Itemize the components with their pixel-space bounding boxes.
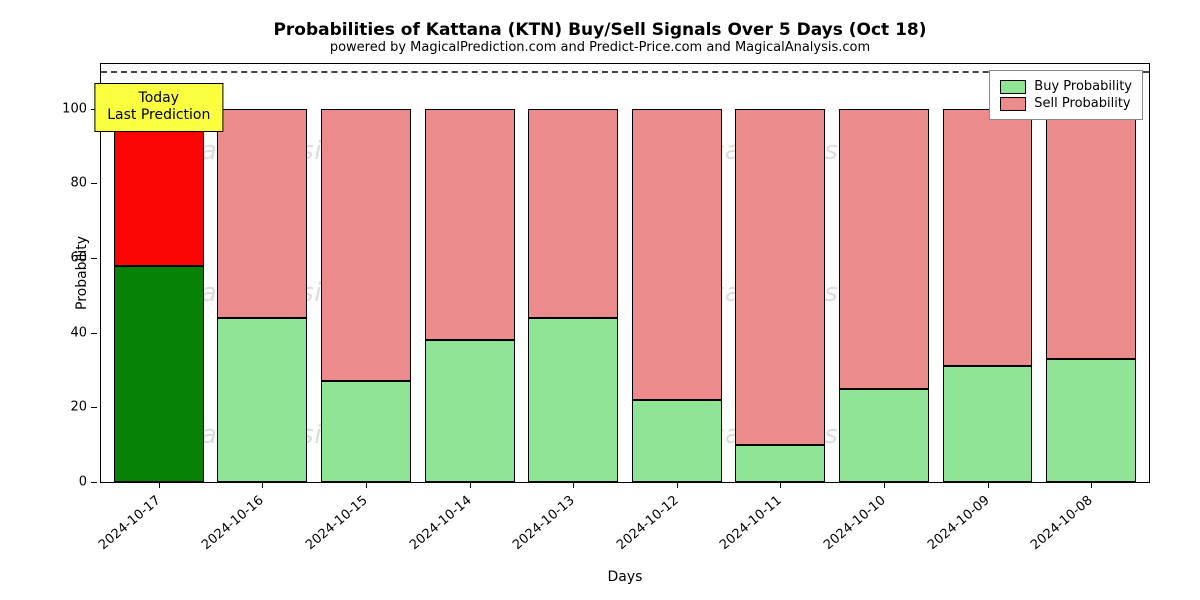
- sell-bar: [217, 109, 307, 318]
- x-tick-label: 2024-10-17: [96, 493, 164, 553]
- bar-slot: [215, 64, 311, 482]
- today-line1: Today: [107, 90, 210, 108]
- bar-slot: [733, 64, 829, 482]
- x-tick-label: 2024-10-08: [1028, 493, 1096, 553]
- legend-swatch: [1000, 97, 1026, 111]
- x-tick-label: 2024-10-12: [614, 493, 682, 553]
- sell-bar: [632, 109, 722, 400]
- x-tick-label: 2024-10-15: [303, 493, 371, 553]
- y-tick: [91, 333, 97, 334]
- sell-bar: [528, 109, 618, 318]
- y-tick-label: 80: [57, 176, 87, 191]
- buy-bar: [217, 318, 307, 482]
- sell-bar: [839, 109, 929, 389]
- buy-bar: [321, 381, 411, 482]
- y-tick: [91, 482, 97, 483]
- legend-item: Sell Probability: [1000, 96, 1132, 111]
- y-tick: [91, 183, 97, 184]
- legend: Buy Probability Sell Probability: [989, 70, 1143, 120]
- y-axis-label: Probability: [74, 236, 90, 310]
- bar-slot: [318, 64, 414, 482]
- chart-subtitle: powered by MagicalPrediction.com and Pre…: [30, 40, 1170, 55]
- sell-bar: [114, 109, 204, 266]
- buy-bar: [1046, 359, 1136, 482]
- bar-slot: [836, 64, 932, 482]
- buy-bar: [735, 445, 825, 482]
- x-tick-label: 2024-10-09: [925, 493, 993, 553]
- x-tick-label: 2024-10-10: [821, 493, 889, 553]
- sell-bar: [735, 109, 825, 445]
- y-tick-label: 0: [57, 475, 87, 490]
- x-tick-label: 2024-10-16: [200, 493, 268, 553]
- today-line2: Last Prediction: [107, 107, 210, 125]
- bar-slot: [940, 64, 1036, 482]
- bar-slot: [525, 64, 621, 482]
- legend-item: Buy Probability: [1000, 79, 1132, 94]
- y-tick-label: 100: [57, 101, 87, 116]
- y-tick: [91, 407, 97, 408]
- x-tick-label: 2024-10-13: [510, 493, 578, 553]
- bar-slot: [629, 64, 725, 482]
- sell-bar: [425, 109, 515, 340]
- buy-bar: [839, 389, 929, 482]
- bar-slot: [422, 64, 518, 482]
- x-tick-label: 2024-10-11: [718, 493, 786, 553]
- sell-bar: [1046, 109, 1136, 359]
- buy-bar: [632, 400, 722, 482]
- buy-bar: [528, 318, 618, 482]
- buy-bar: [943, 366, 1033, 482]
- buy-bar: [114, 266, 204, 482]
- buy-bar: [425, 340, 515, 482]
- x-tick-label: 2024-10-14: [407, 493, 475, 553]
- legend-label: Sell Probability: [1034, 96, 1130, 111]
- bar-slot: [1043, 64, 1139, 482]
- bars-row: [101, 64, 1149, 482]
- legend-swatch: [1000, 80, 1026, 94]
- today-annotation: TodayLast Prediction: [94, 83, 223, 132]
- x-tick-labels: 2024-10-172024-10-162024-10-152024-10-14…: [100, 483, 1150, 573]
- plot-area: Probability MagicalAnalysis.comMagicalAn…: [100, 63, 1150, 483]
- y-tick-label: 20: [57, 400, 87, 415]
- sell-bar: [321, 109, 411, 381]
- chart-container: Probabilities of Kattana (KTN) Buy/Sell …: [0, 0, 1200, 600]
- sell-bar: [943, 109, 1033, 367]
- legend-label: Buy Probability: [1034, 79, 1132, 94]
- y-tick-label: 60: [57, 251, 87, 266]
- y-tick-label: 40: [57, 325, 87, 340]
- chart-title: Probabilities of Kattana (KTN) Buy/Sell …: [30, 20, 1170, 40]
- y-tick: [91, 258, 97, 259]
